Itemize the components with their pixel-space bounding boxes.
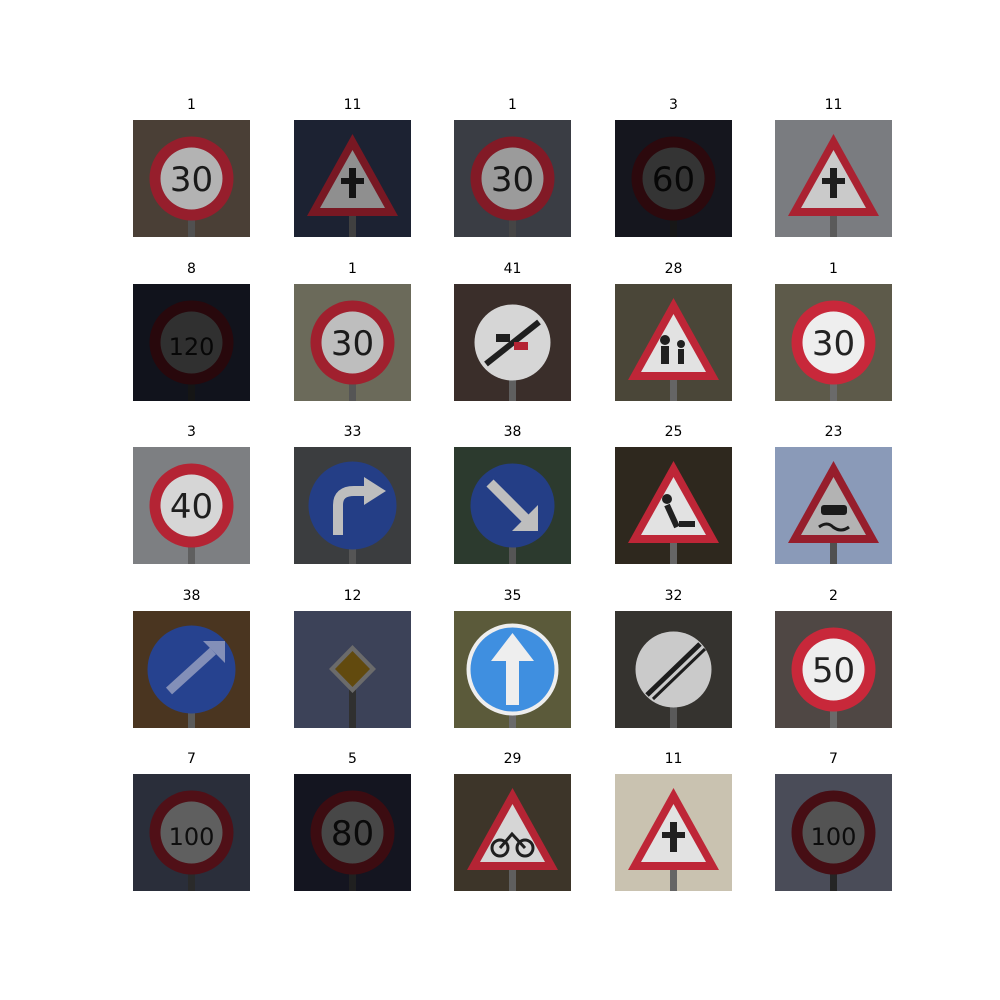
speed-limit-60-image: 60 <box>615 120 732 237</box>
svg-text:30: 30 <box>170 160 213 200</box>
speed-limit-80-image: 80 <box>294 774 411 891</box>
slippery-road-image <box>775 447 892 564</box>
class-label: 32 <box>664 588 683 604</box>
class-label: 33 <box>343 424 362 440</box>
end-of-limits-image <box>615 611 732 728</box>
svg-text:120: 120 <box>169 333 215 361</box>
class-label: 29 <box>503 751 522 767</box>
right-of-way-warning-image <box>615 774 732 891</box>
class-label: 3 <box>187 424 196 440</box>
class-label: 28 <box>664 261 683 277</box>
class-label: 23 <box>824 424 843 440</box>
keep-right-diag-image <box>133 611 250 728</box>
speed-limit-100-image: 100 <box>775 774 892 891</box>
end-no-passing-image <box>454 284 571 401</box>
class-label: 12 <box>343 588 362 604</box>
svg-text:30: 30 <box>491 160 534 200</box>
class-label: 41 <box>503 261 522 277</box>
class-label: 35 <box>503 588 522 604</box>
class-label: 1 <box>187 97 196 113</box>
class-label: 7 <box>187 751 196 767</box>
speed-limit-40-image: 40 <box>133 447 250 564</box>
ahead-only-image <box>454 611 571 728</box>
class-label: 11 <box>824 97 843 113</box>
svg-text:80: 80 <box>331 814 374 854</box>
class-label: 1 <box>508 97 517 113</box>
children-crossing-image <box>615 284 732 401</box>
class-label: 7 <box>829 751 838 767</box>
right-of-way-warning-image <box>775 120 892 237</box>
right-of-way-warning-image <box>294 120 411 237</box>
class-label: 11 <box>343 97 362 113</box>
speed-limit-30-image: 30 <box>454 120 571 237</box>
class-label: 11 <box>664 751 683 767</box>
speed-limit-30-image: 30 <box>775 284 892 401</box>
svg-text:100: 100 <box>811 823 857 851</box>
class-label: 5 <box>348 751 357 767</box>
class-label: 1 <box>829 261 838 277</box>
svg-text:60: 60 <box>652 160 695 200</box>
svg-text:30: 30 <box>812 324 855 364</box>
bicycles-crossing-image <box>454 774 571 891</box>
speed-limit-120-image: 120 <box>133 284 250 401</box>
svg-text:50: 50 <box>812 651 855 691</box>
keep-right-image <box>454 447 571 564</box>
class-label: 3 <box>669 97 678 113</box>
speed-limit-100-image: 100 <box>133 774 250 891</box>
turn-right-ahead-image <box>294 447 411 564</box>
class-label: 1 <box>348 261 357 277</box>
priority-road-image <box>294 611 411 728</box>
class-label: 8 <box>187 261 196 277</box>
speed-limit-30-image: 30 <box>133 120 250 237</box>
class-label: 38 <box>182 588 201 604</box>
speed-limit-50-image: 50 <box>775 611 892 728</box>
class-label: 38 <box>503 424 522 440</box>
svg-text:40: 40 <box>170 487 213 527</box>
svg-text:30: 30 <box>331 324 374 364</box>
road-work-image <box>615 447 732 564</box>
speed-limit-30-image: 30 <box>294 284 411 401</box>
class-label: 25 <box>664 424 683 440</box>
svg-text:100: 100 <box>169 823 215 851</box>
class-label: 2 <box>829 588 838 604</box>
